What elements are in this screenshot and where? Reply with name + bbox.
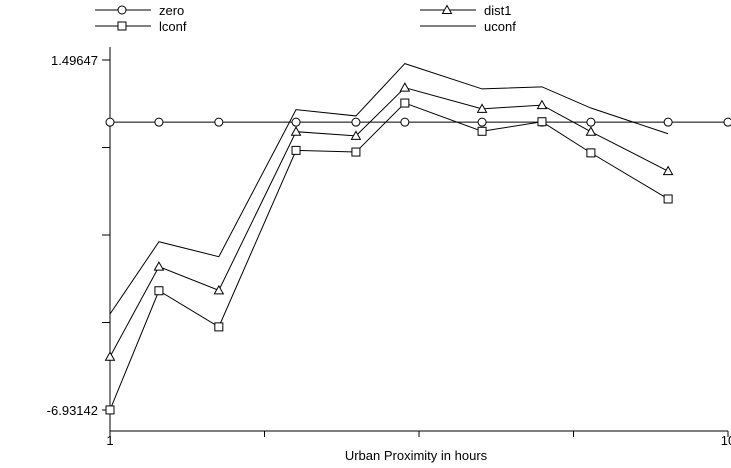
legend-item-dist1: dist1	[420, 3, 511, 18]
square-marker	[105, 405, 115, 415]
circle-marker	[105, 117, 115, 127]
x-tick-label: 1	[106, 433, 113, 448]
legend-label: uconf	[484, 19, 516, 34]
x-tick-label: 10	[721, 433, 731, 448]
legend-item-lconf: lconf	[95, 19, 187, 34]
triangle-marker	[536, 99, 548, 110]
square-marker	[154, 286, 164, 296]
axes: -6.93142 1.49647 1 10	[47, 47, 731, 448]
series-line-dist1	[109, 87, 669, 358]
triangle-marker	[662, 165, 674, 176]
legend-label: lconf	[159, 19, 187, 34]
circle-marker	[117, 5, 127, 15]
circle-marker	[351, 117, 361, 127]
triangle-marker	[476, 103, 488, 113]
triangle-marker	[399, 82, 411, 92]
square-marker	[400, 98, 410, 108]
circle-marker	[214, 117, 224, 127]
square-marker	[351, 147, 361, 157]
x-axis-label: Urban Proximity in hours	[345, 448, 488, 463]
triangle-marker	[290, 126, 302, 136]
triangle-marker	[441, 4, 453, 14]
square-marker	[291, 145, 301, 155]
square-marker	[663, 194, 673, 204]
series-lconf	[105, 98, 673, 415]
series-zero	[105, 117, 731, 127]
triangle-marker	[153, 261, 165, 271]
square-marker	[117, 21, 127, 31]
series-uconf	[109, 63, 669, 315]
series-line-lconf	[109, 102, 669, 411]
square-marker	[537, 117, 547, 127]
circle-marker	[663, 117, 673, 127]
square-marker	[477, 126, 487, 136]
circle-marker	[400, 117, 410, 127]
series-group	[104, 63, 731, 415]
square-marker	[214, 322, 224, 332]
legend-item-zero: zero	[95, 3, 184, 18]
square-marker	[586, 148, 596, 158]
series-line-uconf	[109, 63, 669, 315]
circle-marker	[723, 117, 731, 127]
y-tick-label: -6.93142	[47, 403, 98, 418]
legend: zero dist1 lconf uconf	[95, 3, 516, 34]
triangle-marker	[585, 126, 597, 136]
triangle-marker	[213, 284, 225, 295]
circle-marker	[291, 117, 301, 127]
series-dist1	[104, 82, 674, 361]
triangle-marker	[104, 351, 116, 361]
y-tick-label: 1.49647	[51, 53, 98, 68]
circle-marker	[586, 117, 596, 127]
circle-marker	[477, 117, 487, 127]
triangle-marker	[350, 130, 362, 140]
legend-item-uconf: uconf	[420, 19, 516, 34]
circle-marker	[154, 117, 164, 127]
legend-label: zero	[159, 3, 184, 18]
legend-label: dist1	[484, 3, 511, 18]
